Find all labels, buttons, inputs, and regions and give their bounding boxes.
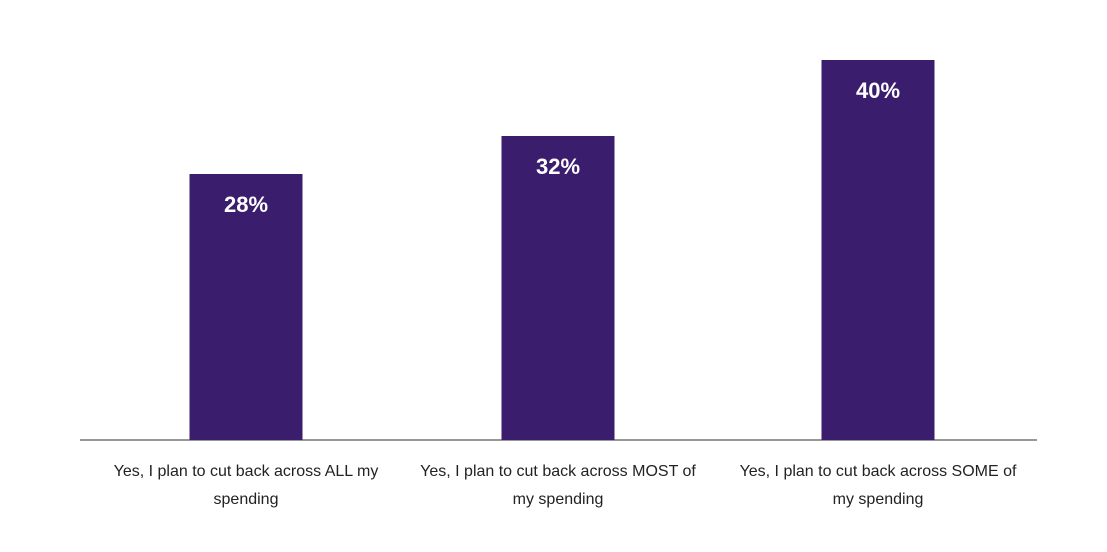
bar <box>189 174 303 440</box>
x-tick-label: Yes, I plan to cut back across ALL my sp… <box>113 463 379 508</box>
bar <box>821 60 935 440</box>
value-label: 28% <box>224 192 268 217</box>
bar <box>501 136 615 440</box>
value-label: 32% <box>536 154 580 179</box>
value-label: 40% <box>856 78 900 103</box>
x-tick-label: Yes, I plan to cut back across MOST of m… <box>420 463 696 508</box>
x-tick-label: Yes, I plan to cut back across SOME of m… <box>739 463 1017 508</box>
